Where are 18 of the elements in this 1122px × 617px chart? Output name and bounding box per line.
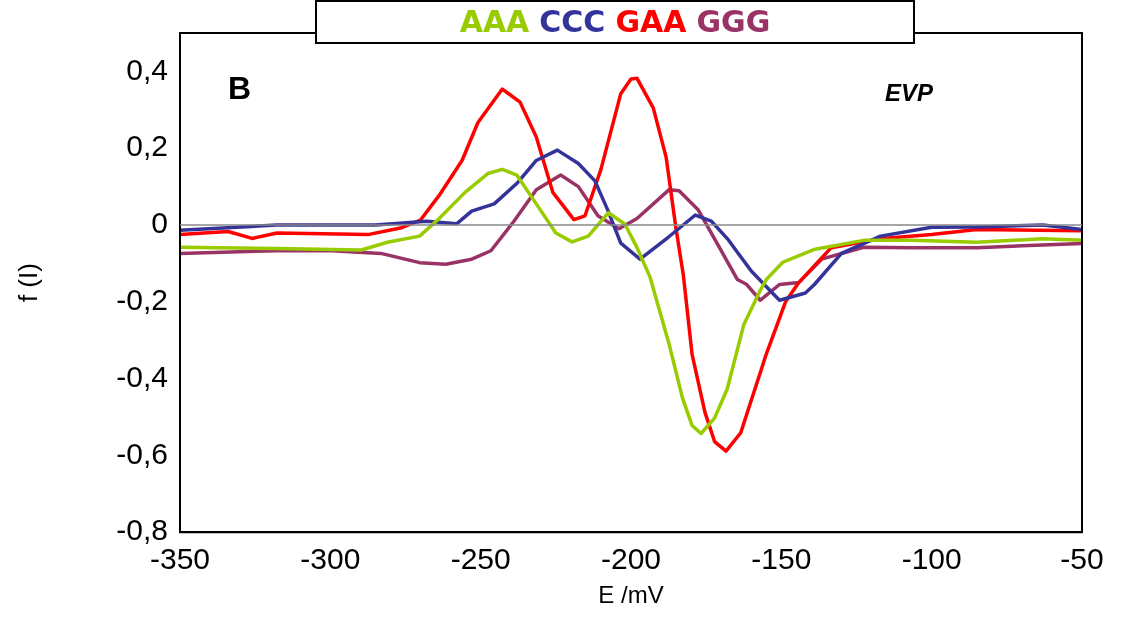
legend-box: AAA CCC GAA GGG: [315, 0, 915, 44]
series-label: GAA: [615, 3, 687, 41]
x-axis-title: E /mV: [598, 581, 664, 609]
y-tick-label: -0,6: [116, 436, 168, 470]
x-tick-label: -50: [1060, 542, 1104, 576]
annotation: B: [228, 70, 252, 106]
x-tick-label: -100: [901, 542, 962, 576]
y-tick-label: -0,4: [116, 359, 168, 393]
y-tick-label: 0: [151, 206, 168, 240]
y-tick-label: -0,2: [116, 283, 168, 317]
y-tick-label: 0,2: [126, 129, 168, 163]
x-tick-label: -250: [450, 542, 511, 576]
x-tick-label: -150: [751, 542, 812, 576]
x-tick-label: -300: [300, 542, 361, 576]
y-axis-title: f (I): [12, 263, 43, 303]
x-tick-label: -200: [600, 542, 662, 576]
annotation: EVP: [885, 79, 935, 106]
y-tick-label: 0,4: [126, 52, 168, 86]
